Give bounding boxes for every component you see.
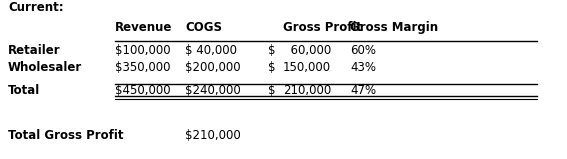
Text: 60%: 60% [350,44,376,57]
Text: $: $ [268,61,276,74]
Text: 210,000: 210,000 [283,84,331,97]
Text: Gross Margin: Gross Margin [350,21,438,34]
Text: Total: Total [8,84,40,97]
Text: 43%: 43% [350,61,376,74]
Text: $ 40,000: $ 40,000 [185,44,237,57]
Text: Total Gross Profit: Total Gross Profit [8,129,124,142]
Text: 150,000: 150,000 [283,61,331,74]
Text: $200,000: $200,000 [185,61,240,74]
Text: 60,000: 60,000 [283,44,331,57]
Text: Current:: Current: [8,1,64,14]
Text: Retailer: Retailer [8,44,61,57]
Text: 47%: 47% [350,84,376,97]
Text: Revenue: Revenue [115,21,172,34]
Text: $100,000: $100,000 [115,44,171,57]
Text: $240,000: $240,000 [185,84,241,97]
Text: $350,000: $350,000 [115,61,171,74]
Text: Gross Profit: Gross Profit [283,21,362,34]
Text: COGS: COGS [185,21,222,34]
Text: $: $ [268,84,276,97]
Text: $210,000: $210,000 [185,129,241,142]
Text: $450,000: $450,000 [115,84,171,97]
Text: $: $ [268,44,276,57]
Text: Wholesaler: Wholesaler [8,61,82,74]
